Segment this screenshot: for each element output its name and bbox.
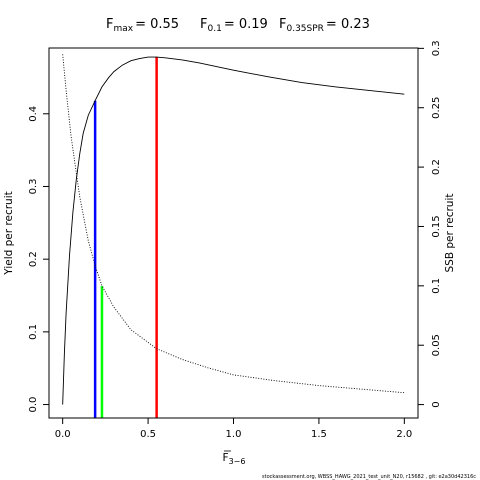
- chart-title: Fmax = 0.55 F0.1 = 0.19 F0.35SPR = 0.23: [106, 17, 370, 34]
- x-title-symbol: F: [223, 452, 229, 464]
- y-left-tick-label: 0.3: [28, 179, 39, 195]
- y-right-tick-label: 0.1: [431, 278, 442, 294]
- title-item: F0.1 = 0.19: [200, 17, 268, 34]
- title-symbol: F: [200, 17, 207, 32]
- title-value: = 0.55: [135, 17, 179, 32]
- x-tick-label: 2.0: [396, 429, 412, 440]
- y-axis-left-title: Yield per recruit: [3, 191, 15, 275]
- x-tick-label: 0.0: [55, 429, 71, 440]
- title-subscript: 0.1: [207, 24, 221, 34]
- x-title-subscript: 3−6: [229, 457, 246, 466]
- yield-per-recruit-line: [62, 56, 405, 405]
- y-axis-right-title: SSB per recruit: [444, 194, 456, 273]
- y-right-tick-label: 0: [431, 401, 442, 407]
- plot-frame: [48, 47, 419, 419]
- footer-note: stockassessment.org, WBSS_HAWG_2021_test…: [262, 474, 476, 480]
- title-value: = 0.19: [224, 17, 268, 32]
- x-axis-title: F3−6: [223, 450, 246, 466]
- y-axis-left: 0.0 0.1 0.2 0.3 0.4: [28, 106, 49, 413]
- title-subscript: max: [113, 24, 133, 34]
- y-right-tick-label: 0.25: [431, 97, 442, 119]
- title-subscript: 0.35SPR: [286, 24, 323, 34]
- x-axis: 0.0 0.5 1.0 1.5 2.0: [55, 418, 412, 440]
- y-right-tick-label: 0.2: [431, 159, 442, 175]
- series-lines: [62, 54, 405, 405]
- y-left-tick-label: 0.2: [28, 251, 39, 267]
- reference-lines: [93, 57, 158, 418]
- y-left-tick-label: 0.0: [28, 397, 39, 413]
- title-item: Fmax = 0.55: [106, 17, 179, 34]
- x-tick-label: 0.5: [140, 429, 156, 440]
- y-left-tick-label: 0.1: [28, 324, 39, 340]
- x-tick-label: 1.0: [226, 429, 242, 440]
- y-axis-right: 0 0.05 0.1 0.15 0.2 0.25 0.3: [418, 40, 442, 408]
- title-item: F0.35SPR = 0.23: [279, 17, 370, 34]
- x-axis-title-text: F3−6: [223, 452, 246, 466]
- title-symbol: F: [279, 17, 286, 32]
- ssb-per-recruit-line: [62, 54, 405, 394]
- y-right-tick-label: 0.15: [431, 215, 442, 237]
- title-symbol: F: [106, 17, 113, 32]
- y-left-tick-label: 0.4: [28, 106, 39, 122]
- y-right-tick-label: 0.05: [431, 334, 442, 356]
- title-value: = 0.23: [326, 17, 370, 32]
- x-tick-label: 1.5: [311, 429, 327, 440]
- y-right-tick-label: 0.3: [431, 40, 442, 56]
